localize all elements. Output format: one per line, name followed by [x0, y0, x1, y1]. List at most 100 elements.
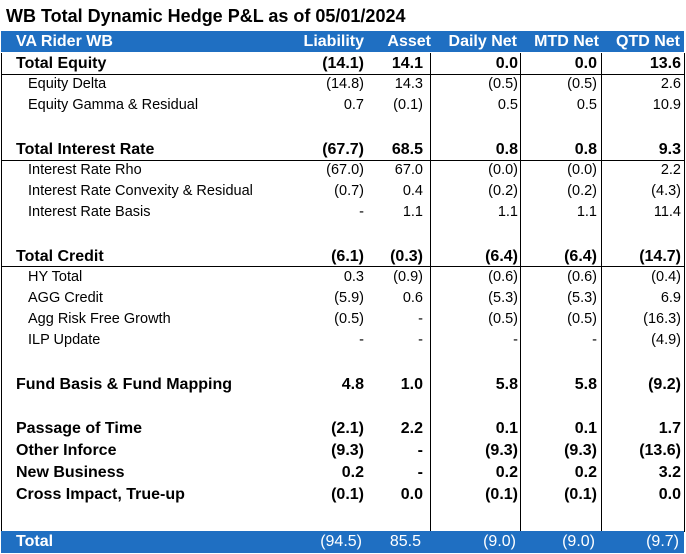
cell-daily-net: (0.5)	[488, 311, 518, 327]
cell-qtd-net: (0.4)	[651, 269, 681, 285]
cell-mtd-net: (0.5)	[567, 311, 597, 327]
cell-mtd-net: (0.5)	[567, 76, 597, 92]
cell-liability: 0.7	[343, 97, 364, 113]
cell-daily-net: -	[513, 332, 518, 348]
cell-liability: (6.1)	[331, 248, 364, 265]
column-divider-daily	[430, 53, 431, 531]
total-row: Total (94.5) 85.5 (9.0) (9.0) (9.7)	[1, 531, 684, 553]
cell-asset: 1.1	[402, 204, 423, 220]
report-title: WB Total Dynamic Hedge P&L as of 05/01/2…	[6, 6, 406, 26]
cell-daily-net: 0.2	[495, 464, 518, 481]
table-row: ILP Update - - - - (4.9)	[0, 330, 686, 351]
row-label: Equity Gamma & Residual	[28, 97, 199, 113]
cell-mtd-net: 5.8	[574, 376, 597, 393]
cell-daily-net: (5.3)	[488, 290, 518, 306]
header-label: VA Rider WB	[16, 33, 113, 50]
row-label: Fund Basis & Fund Mapping	[16, 376, 232, 393]
cell-liability: (0.5)	[334, 311, 364, 327]
cell-liability: (0.7)	[334, 183, 364, 199]
row-label: Interest Rate Basis	[28, 204, 151, 220]
cell-asset: 67.0	[394, 162, 423, 178]
cell-qtd-net: 3.2	[658, 464, 681, 481]
cell-mtd-net: 1.1	[576, 204, 597, 220]
row-label: Agg Risk Free Growth	[28, 311, 171, 327]
cell-qtd-net: 11.4	[653, 204, 681, 220]
cell-liability: 0.3	[343, 269, 364, 285]
right-border	[684, 53, 685, 531]
total-daily-net: (9.0)	[483, 533, 516, 550]
total-qtd-net: (9.7)	[646, 533, 679, 550]
cell-liability: -	[359, 204, 364, 220]
cell-daily-net: (0.5)	[488, 76, 518, 92]
cell-qtd-net: (16.3)	[643, 311, 681, 327]
cell-liability: -	[359, 332, 364, 348]
cell-qtd-net: 6.9	[660, 290, 681, 306]
cell-qtd-net: 2.6	[660, 76, 681, 92]
cell-asset: (0.9)	[393, 269, 423, 285]
cell-liability: (0.1)	[331, 486, 364, 503]
table-row: Interest Rate Convexity & Residual (0.7) 0…	[0, 181, 686, 202]
cell-liability: (67.7)	[322, 141, 364, 158]
cell-qtd-net: 13.6	[649, 55, 681, 72]
cell-asset: 0.0	[400, 486, 423, 503]
total-label: Total	[16, 533, 54, 550]
row-label: Total Credit	[16, 248, 104, 265]
cell-asset: -	[417, 442, 423, 459]
cell-daily-net: (0.0)	[488, 162, 518, 178]
cell-daily-net: 1.1	[497, 204, 518, 220]
cell-liability: 4.8	[341, 376, 364, 393]
cell-daily-net: (0.2)	[488, 183, 518, 199]
cell-asset: -	[417, 464, 423, 481]
column-divider-qtd	[601, 53, 602, 531]
table-row: Equity Gamma & Residual 0.7 (0.1) 0.5 0.5 10.…	[0, 95, 686, 116]
table-row: Total Interest Rate (67.7) 68.5 0.8 0.8 9.3	[0, 139, 686, 160]
col-liability: Liability	[303, 33, 364, 50]
table-row: Total Credit (6.1) (0.3) (6.4) (6.4) (14.7)	[0, 246, 686, 267]
table-row: Other Inforce (9.3) - (9.3) (9.3) (13.6)	[0, 440, 686, 461]
cell-daily-net: (0.6)	[488, 269, 518, 285]
row-label: Cross Impact, True-up	[16, 486, 185, 503]
cell-asset: (0.1)	[393, 97, 423, 113]
cell-daily-net: (9.3)	[485, 442, 518, 459]
row-label: ILP Update	[28, 332, 101, 348]
cell-mtd-net: (5.3)	[567, 290, 597, 306]
total-liability: (94.5)	[320, 533, 362, 550]
interest-divider	[1, 160, 685, 161]
cell-mtd-net: 0.1	[574, 420, 597, 437]
cell-mtd-net: (0.6)	[567, 269, 597, 285]
cell-asset: (0.3)	[390, 248, 423, 265]
cell-qtd-net: 0.0	[658, 486, 681, 503]
cell-asset: -	[418, 332, 423, 348]
table-row: Fund Basis & Fund Mapping 4.8 1.0 5.8 5.8 (9.…	[0, 374, 686, 395]
col-daily-net: Daily Net	[448, 33, 517, 50]
cell-asset: 14.3	[394, 76, 423, 92]
table-row: HY Total 0.3 (0.9) (0.6) (0.6) (0.4)	[0, 267, 686, 288]
row-label: Other Inforce	[16, 442, 117, 459]
cell-qtd-net: (4.3)	[651, 183, 681, 199]
row-label: Equity Delta	[28, 76, 107, 92]
table-row: Interest Rate Basis - 1.1 1.1 1.1 11.4	[0, 202, 686, 223]
cell-liability: (9.3)	[331, 442, 364, 459]
total-asset: 85.5	[389, 533, 421, 550]
cell-qtd-net: 1.7	[658, 420, 681, 437]
cell-qtd-net: (4.9)	[651, 332, 681, 348]
credit-divider	[1, 266, 685, 267]
cell-asset: 14.1	[391, 55, 423, 72]
table-row: Total Equity (14.1) 14.1 0.0 0.0 13.6	[0, 53, 686, 74]
cell-daily-net: 0.5	[497, 97, 518, 113]
cell-daily-net: 0.8	[495, 141, 518, 158]
cell-liability: (67.0)	[326, 162, 364, 178]
table-row: Passage of Time (2.1) 2.2 0.1 0.1 1.7	[0, 418, 686, 439]
cell-asset: 68.5	[391, 141, 423, 158]
cell-mtd-net: 0.5	[576, 97, 597, 113]
row-label: New Business	[16, 464, 125, 481]
row-label: Interest Rate Rho	[28, 162, 142, 178]
cell-asset: -	[418, 311, 423, 327]
table-row: Interest Rate Rho (67.0) 67.0 (0.0) (0.0) 2.2	[0, 160, 686, 181]
cell-mtd-net: 0.8	[574, 141, 597, 158]
equity-divider	[1, 74, 685, 75]
table-row: New Business 0.2 - 0.2 0.2 3.2	[0, 462, 686, 483]
cell-mtd-net: 0.0	[574, 55, 597, 72]
cell-qtd-net: (14.7)	[639, 248, 681, 265]
cell-mtd-net: (0.2)	[567, 183, 597, 199]
